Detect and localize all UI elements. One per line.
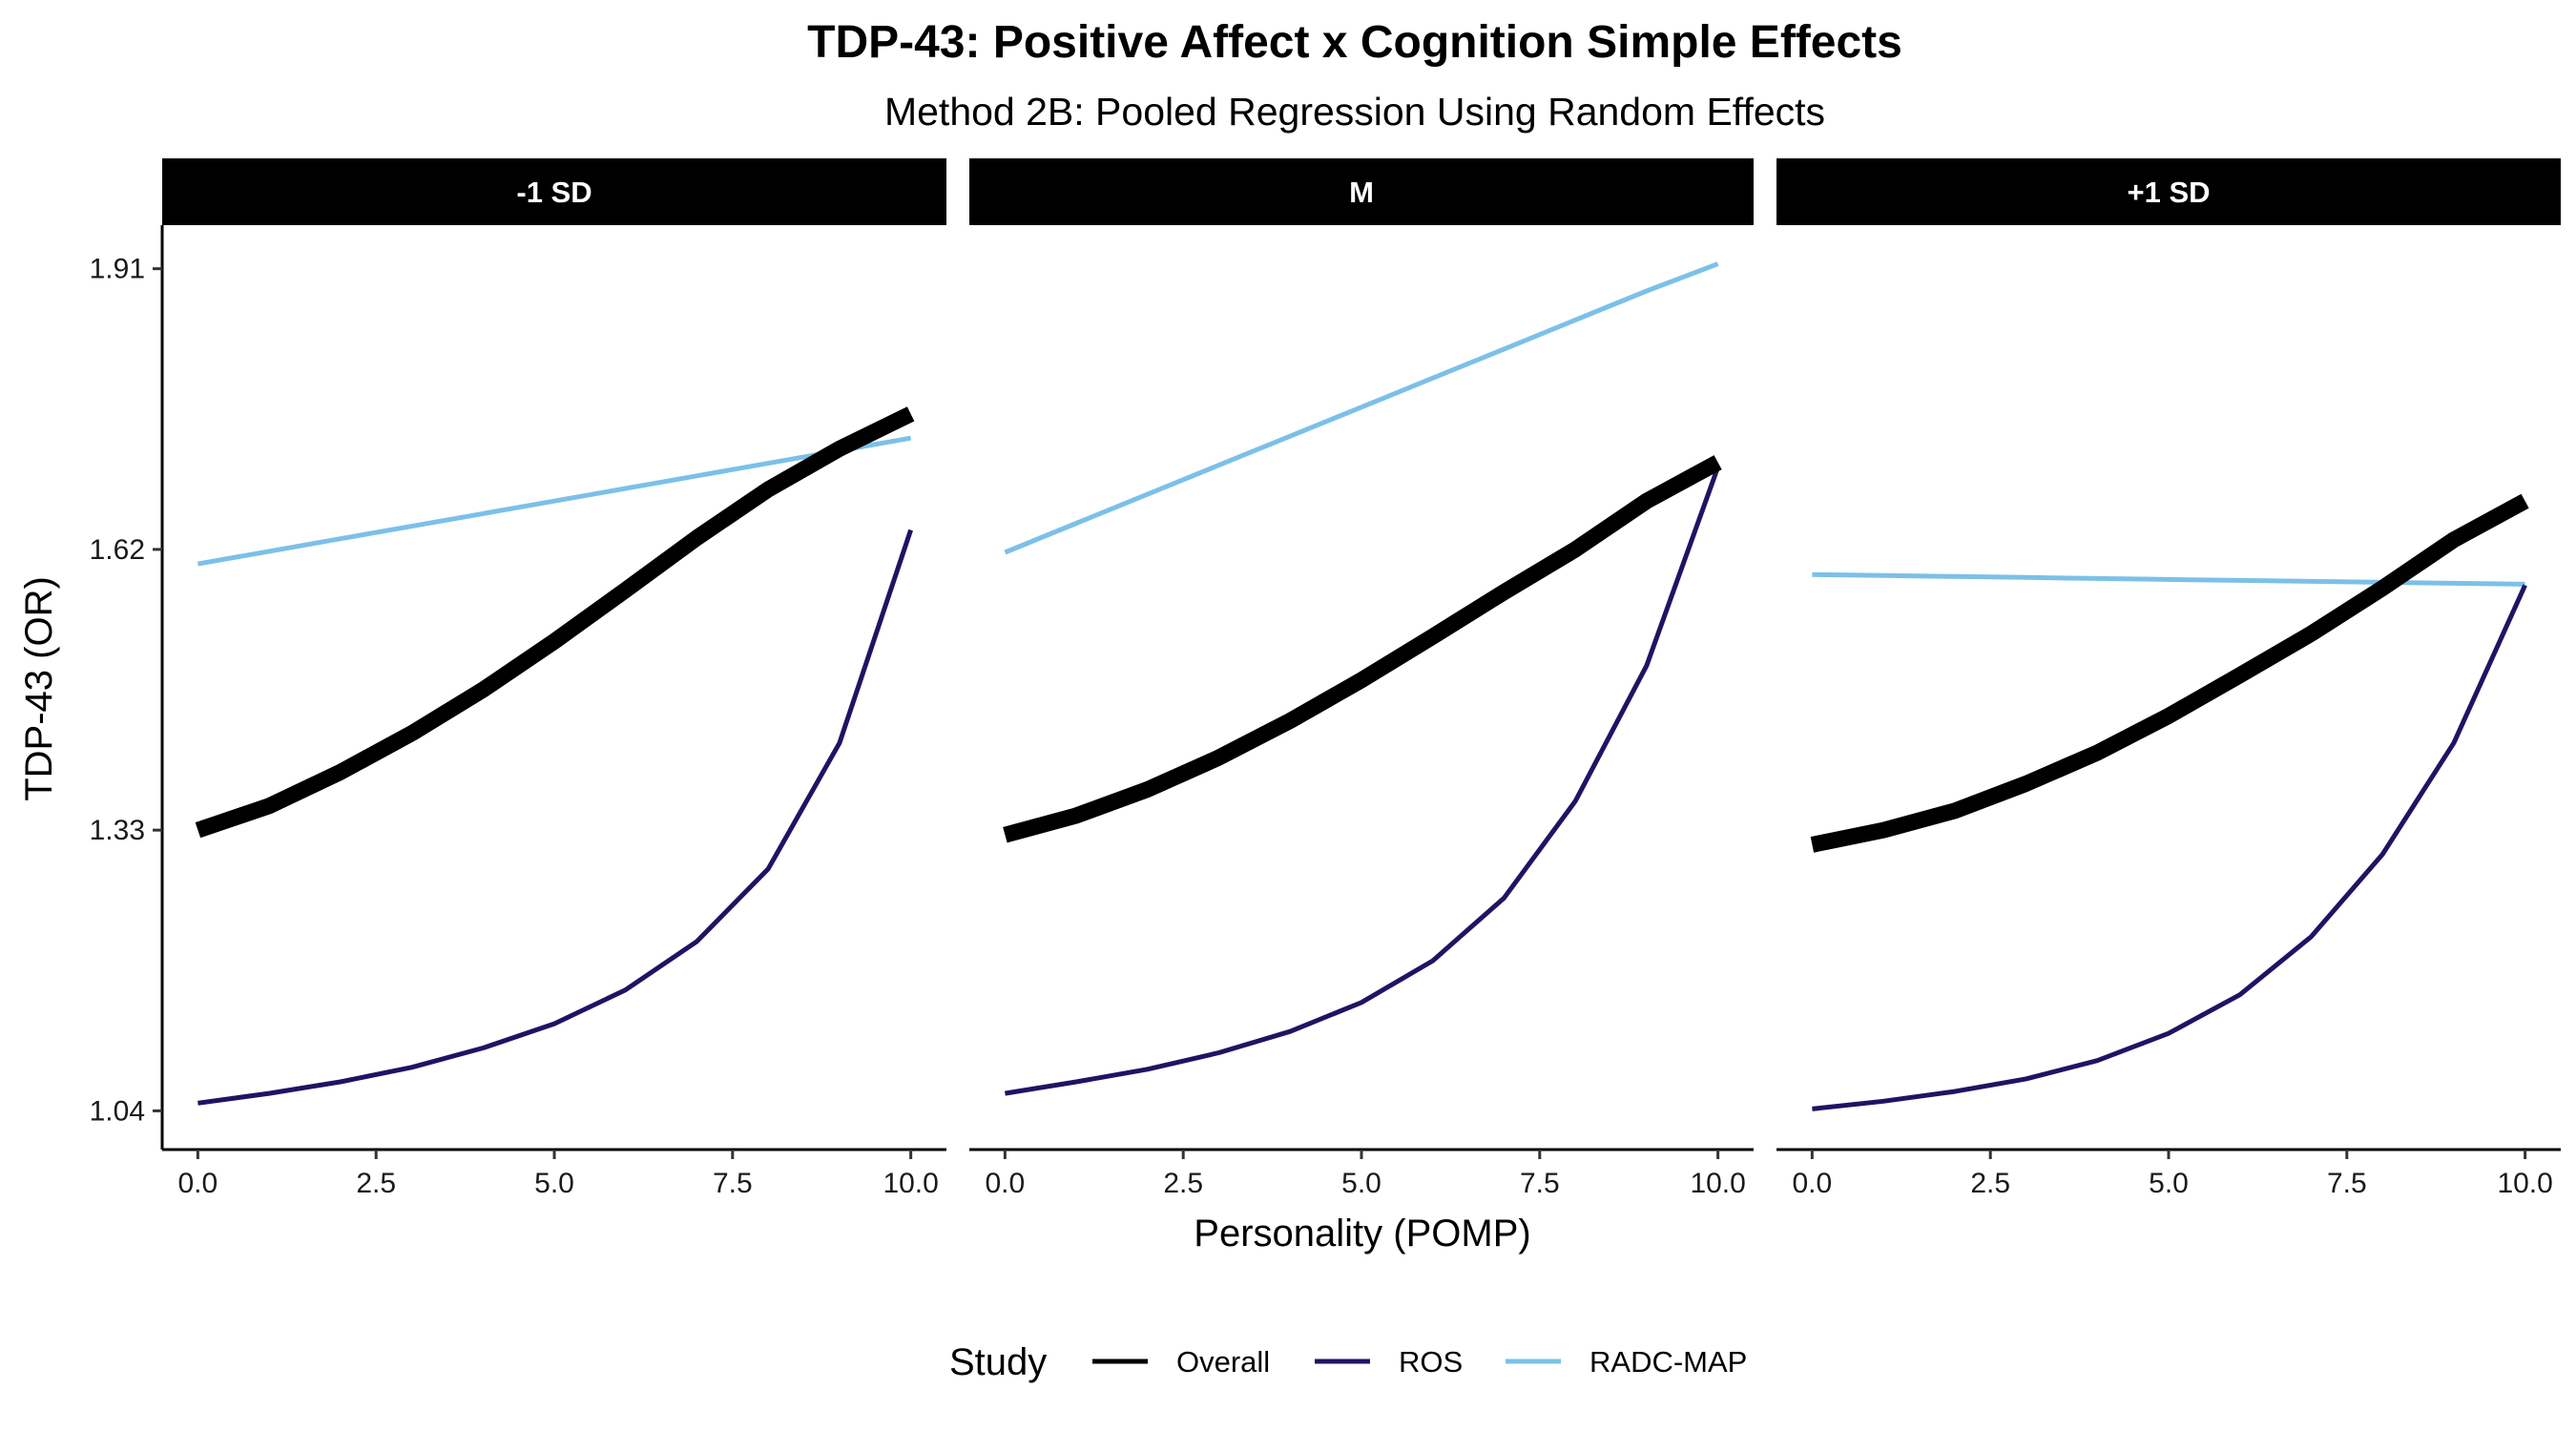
facet-strip-label: +1 SD: [2127, 176, 2210, 209]
facet-panels: -1 SD 0.0 2.5 5.0 7.5 10.0 1.04 1.33 1.62 1.91 M 0.…: [90, 158, 2561, 1199]
series-line-overall: [195, 406, 915, 839]
x-tick-label: 5.0: [2149, 1168, 2189, 1199]
chart-subtitle: Method 2B: Pooled Regression Using Rando…: [884, 90, 1825, 134]
facet-strip-1: [969, 158, 1754, 225]
chart-title: TDP-43: Positive Affect x Cognition Simp…: [807, 17, 1902, 68]
x-tick-label: 5.0: [534, 1168, 574, 1199]
facet-strip-label: M: [1349, 176, 1374, 209]
series-line-radc-map: [1812, 571, 2525, 587]
x-tick-label: 0.0: [178, 1168, 218, 1199]
facet-strip-0: [162, 158, 946, 225]
x-tick-label: 2.5: [356, 1168, 396, 1199]
series-line-ros: [1812, 584, 2527, 1111]
panel-1: M 0.0 2.5 5.0 7.5 10.0: [969, 158, 1754, 1199]
series-line-radc-map: [1004, 261, 1719, 555]
legend-label: RADC-MAP: [1589, 1345, 1747, 1379]
y-axis-title: TDP-43 (OR): [18, 576, 60, 801]
y-tick-label: 1.62: [90, 534, 145, 566]
x-tick-label: 0.0: [1793, 1168, 1833, 1199]
x-tick-label: 10.0: [2497, 1168, 2552, 1199]
x-tick-label: 10.0: [1690, 1168, 1745, 1199]
series-line-overall: [1003, 455, 1722, 843]
y-tick-label: 1.04: [90, 1095, 145, 1127]
series-line-ros: [197, 529, 913, 1106]
panel-0: -1 SD 0.0 2.5 5.0 7.5 10.0 1.04 1.33 1.62 1.91: [90, 158, 946, 1199]
series-line-ros: [1005, 466, 1720, 1096]
series-line-overall: [1810, 493, 2529, 853]
x-tick-label: 10.0: [883, 1168, 938, 1199]
x-axis-title: Personality (POMP): [1194, 1213, 1530, 1255]
legend-title: Study: [949, 1341, 1047, 1383]
facet-strip-2: [1776, 158, 2561, 225]
y-tick-label: 1.33: [90, 815, 145, 846]
x-tick-label: 7.5: [2327, 1168, 2367, 1199]
x-tick-label: 7.5: [1520, 1168, 1560, 1199]
legend-label: ROS: [1399, 1345, 1463, 1379]
x-tick-label: 7.5: [713, 1168, 753, 1199]
series-line-radc-map: [197, 435, 912, 567]
legend-label: Overall: [1176, 1345, 1270, 1379]
x-tick-label: 5.0: [1341, 1168, 1381, 1199]
x-tick-label: 0.0: [986, 1168, 1026, 1199]
y-tick-label: 1.91: [90, 254, 145, 285]
panel-2: +1 SD 0.0 2.5 5.0 7.5 10.0: [1776, 158, 2561, 1199]
legend: Study Overall ROS RADC-MAP: [949, 1341, 1747, 1383]
x-tick-label: 2.5: [1163, 1168, 1203, 1199]
facet-strip-label: -1 SD: [516, 176, 592, 209]
x-tick-label: 2.5: [1970, 1168, 2010, 1199]
